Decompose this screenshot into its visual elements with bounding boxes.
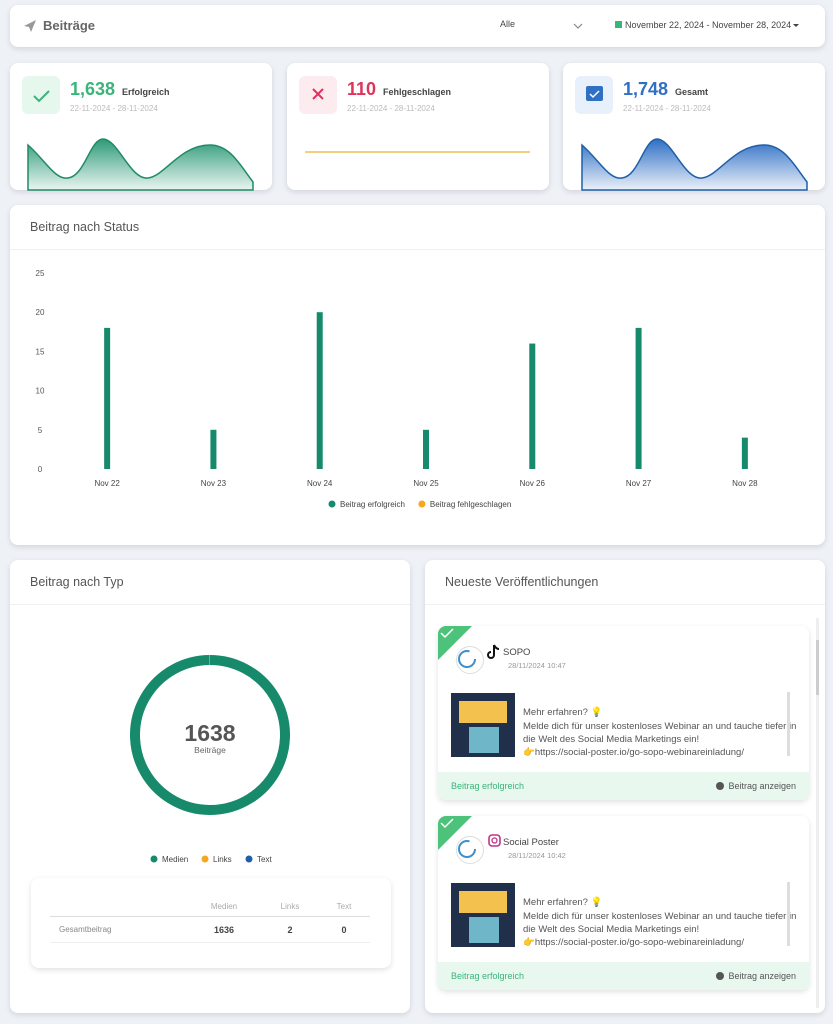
stat-range: 22-11-2024 - 28-11-2024	[347, 104, 435, 113]
avatar	[456, 836, 484, 864]
date-range: November 22, 2024 - November 28, 2024	[625, 20, 792, 30]
scroll-thumb[interactable]	[816, 640, 819, 695]
post-footer: Beitrag erfolgreich Beitrag anzeigen	[438, 772, 809, 800]
text-scroll	[787, 882, 790, 946]
post-date: 28/11/2024 10:47	[508, 661, 566, 670]
header: Beiträge Alle November 22, 2024 - Novemb…	[10, 5, 825, 47]
post-text: 👉https://social-poster.io/go-sopo-webina…	[523, 747, 744, 758]
view-post[interactable]: Beitrag anzeigen	[728, 971, 796, 981]
table-rule	[50, 942, 370, 943]
post-image	[451, 693, 515, 757]
post-text: Mehr erfahren? 💡	[523, 707, 603, 718]
icon-bg	[299, 76, 337, 114]
card-title: Beitrag nach Status	[30, 220, 140, 234]
stat-range: 22-11-2024 - 28-11-2024	[70, 104, 158, 113]
stat-range: 22-11-2024 - 28-11-2024	[623, 104, 711, 113]
type-card: Beitrag nach Typ Gesamtbeitrag	[10, 560, 410, 1013]
date-picker[interactable]: November 22, 2024 - November 28, 2024	[605, 11, 810, 39]
divider	[10, 249, 825, 250]
card-title: Beitrag nach Typ	[30, 575, 124, 589]
post-text: Melde dich für unser kostenloses Webinar…	[523, 911, 797, 922]
view-post[interactable]: Beitrag anzeigen	[728, 781, 796, 791]
page-title: Beiträge	[43, 18, 96, 33]
stat-label: Erfolgreich	[122, 87, 170, 97]
avatar	[456, 646, 484, 674]
status-card: Beitrag nach Status	[10, 205, 825, 545]
filter-select[interactable]: Alle	[490, 11, 590, 39]
scrollbar[interactable]	[816, 618, 819, 1008]
divider	[425, 604, 825, 605]
stat-card: 110 Fehlgeschlagen 22-11-2024 - 28-11-20…	[287, 63, 549, 190]
post-text: die Welt des Social Media Marketings ein…	[523, 924, 700, 935]
divider	[10, 604, 410, 605]
row-label: Gesamtbeitrag	[59, 925, 112, 934]
post-text: Mehr erfahren? 💡	[523, 897, 603, 908]
table-rule	[50, 916, 370, 917]
stat-card: 1,748 Gesamt 22-11-2024 - 28-11-2024	[563, 63, 825, 190]
post-card: SOPO 28/11/2024 10:47 Mehr erfahren? 💡 M…	[438, 626, 809, 800]
post-text: die Welt des Social Media Marketings ein…	[523, 734, 700, 745]
filter-value: Alle	[500, 19, 516, 29]
stat-value: 110	[347, 79, 377, 99]
text-scroll	[787, 692, 790, 756]
account-name: SOPO	[503, 647, 531, 658]
post-image	[451, 883, 515, 947]
latest-card: Neueste Veröffentlichungen SOPO 28/11/20…	[425, 560, 825, 1013]
card-title: Neueste Veröffentlichungen	[445, 575, 599, 589]
stat-label: Gesamt	[675, 87, 709, 97]
post-status: Beitrag erfolgreich	[451, 781, 525, 791]
post-status: Beitrag erfolgreich	[451, 971, 525, 981]
icon-bg	[22, 76, 60, 114]
stat-value: 1,748	[623, 79, 669, 99]
stat-value: 1,638	[70, 79, 116, 99]
post-footer: Beitrag erfolgreich Beitrag anzeigen	[438, 962, 809, 990]
type-table: Gesamtbeitrag	[31, 878, 391, 968]
post-text: 👉https://social-poster.io/go-sopo-webina…	[523, 937, 744, 948]
post-date: 28/11/2024 10:42	[508, 851, 566, 860]
stat-card: 1,638 Erfolgreich 22-11-2024 - 28-11-202…	[10, 63, 272, 190]
account-name: Social Poster	[503, 837, 559, 848]
stat-label: Fehlgeschlagen	[383, 87, 452, 97]
post-text: Melde dich für unser kostenloses Webinar…	[523, 721, 797, 732]
icon-bg	[575, 76, 613, 114]
post-card: Social Poster 28/11/2024 10:42 Mehr erfa…	[438, 816, 809, 990]
